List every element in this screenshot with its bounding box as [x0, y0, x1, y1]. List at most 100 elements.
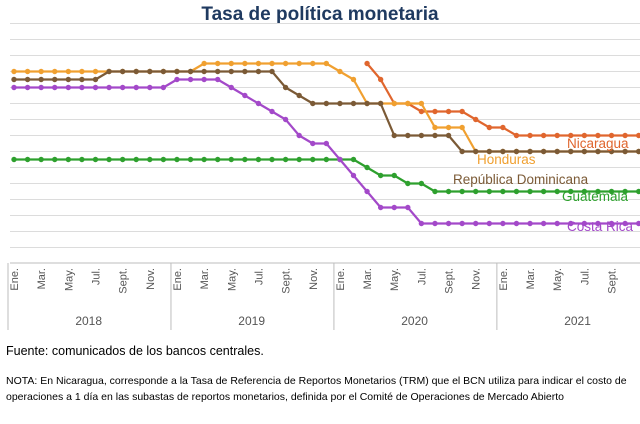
data-point-honduras	[310, 60, 316, 67]
data-point-guatemala	[38, 156, 44, 163]
series-label-guatemala: Guatemala	[562, 189, 629, 204]
data-point-nicaragua	[608, 132, 615, 139]
footnote: NOTA: En Nicaragua, corresponde a la Tas…	[6, 375, 627, 403]
data-point-costa-rica	[242, 92, 248, 99]
data-point-guatemala	[119, 156, 126, 163]
x-tick-label: May.	[226, 268, 238, 291]
data-point-costa-rica	[228, 84, 234, 91]
data-point-guatemala	[310, 156, 316, 163]
data-point-guatemala	[595, 188, 601, 195]
data-point-honduras	[24, 68, 31, 75]
data-point-nicaragua	[432, 108, 438, 115]
series-label-nicaragua: Nicaragua	[567, 136, 629, 151]
data-point-republica-dominicana	[11, 76, 17, 83]
data-point-costa-rica	[350, 172, 357, 179]
data-point-republica-dominicana	[540, 148, 547, 155]
series-label-costa-rica: Costa Rica	[567, 219, 634, 234]
x-tick-label: Jul.	[416, 268, 428, 285]
data-point-nicaragua	[540, 132, 547, 139]
data-point-republica-dominicana	[554, 148, 560, 155]
x-tick-label: Jul.	[579, 268, 591, 285]
data-point-republica-dominicana	[635, 148, 640, 155]
data-point-honduras	[79, 68, 85, 75]
data-point-honduras	[445, 124, 452, 131]
data-point-republica-dominicana	[65, 76, 72, 83]
data-point-guatemala	[24, 156, 31, 163]
data-point-honduras	[242, 60, 248, 67]
data-point-costa-rica	[568, 220, 574, 227]
x-tick-label: May.	[389, 268, 401, 291]
data-point-honduras	[459, 124, 465, 131]
data-point-guatemala	[432, 188, 438, 195]
data-point-costa-rica	[65, 84, 72, 91]
data-point-guatemala	[52, 156, 58, 163]
x-tick-label: Nov.	[145, 268, 157, 290]
data-point-honduras	[296, 60, 302, 67]
data-point-guatemala	[242, 156, 248, 163]
data-point-costa-rica	[527, 220, 533, 227]
data-point-republica-dominicana	[568, 148, 574, 155]
data-point-honduras	[282, 60, 289, 67]
data-point-guatemala	[92, 156, 99, 163]
series-label-republica-dominicana: República Dominicana	[453, 172, 589, 187]
x-tick-label: May.	[63, 268, 75, 291]
x-axis: Ene. Mar. May. Jul. Sept. Nov. Ene. Mar. May. Jul…	[7, 262, 640, 330]
data-point-honduras	[405, 100, 411, 107]
data-point-costa-rica	[581, 220, 588, 227]
data-point-republica-dominicana	[432, 132, 438, 139]
data-point-costa-rica	[215, 76, 221, 83]
data-point-costa-rica	[364, 188, 370, 195]
data-point-guatemala	[160, 156, 167, 163]
data-point-guatemala	[215, 156, 221, 163]
data-point-costa-rica	[92, 84, 99, 91]
data-point-costa-rica	[513, 220, 520, 227]
x-tick-label: Sept.	[118, 268, 130, 294]
data-point-republica-dominicana	[106, 68, 112, 75]
data-point-costa-rica	[608, 220, 615, 227]
data-point-costa-rica	[201, 76, 207, 83]
data-point-honduras	[350, 76, 357, 83]
data-point-honduras	[337, 68, 343, 75]
data-point-nicaragua	[554, 132, 560, 139]
data-point-nicaragua	[581, 132, 588, 139]
data-point-costa-rica	[486, 220, 492, 227]
x-tick-label: May.	[552, 268, 564, 291]
x-tick-label: Jul.	[90, 268, 102, 285]
data-point-nicaragua	[635, 132, 640, 139]
data-point-costa-rica	[106, 84, 112, 91]
data-point-guatemala	[350, 156, 357, 163]
series-line-honduras	[14, 62, 640, 153]
data-point-republica-dominicana	[92, 76, 99, 83]
x-tick-label: Ene.	[498, 268, 510, 291]
data-point-costa-rica	[554, 220, 560, 227]
data-point-republica-dominicana	[160, 68, 167, 75]
data-point-republica-dominicana	[147, 68, 153, 75]
data-point-nicaragua	[527, 132, 533, 139]
data-point-costa-rica	[269, 108, 275, 115]
x-tick-label: Mar.	[36, 268, 48, 289]
data-point-guatemala	[473, 188, 479, 195]
data-point-honduras	[323, 60, 330, 67]
data-point-costa-rica	[445, 220, 452, 227]
data-point-republica-dominicana	[296, 92, 302, 99]
data-point-nicaragua	[500, 124, 506, 131]
data-point-costa-rica	[622, 220, 628, 227]
data-point-republica-dominicana	[595, 148, 601, 155]
data-point-republica-dominicana	[242, 68, 248, 75]
data-point-republica-dominicana	[473, 148, 479, 155]
data-point-honduras	[11, 68, 17, 75]
data-point-costa-rica	[52, 84, 58, 91]
data-point-honduras	[92, 68, 99, 75]
data-point-republica-dominicana	[445, 132, 452, 139]
data-point-guatemala	[418, 180, 425, 187]
data-point-costa-rica	[635, 220, 640, 227]
data-point-republica-dominicana	[418, 132, 425, 139]
data-point-republica-dominicana	[187, 68, 194, 75]
data-point-guatemala	[174, 156, 180, 163]
data-point-republica-dominicana	[459, 148, 465, 155]
data-point-honduras	[38, 68, 44, 75]
data-point-honduras	[65, 68, 72, 75]
data-point-nicaragua	[486, 124, 492, 131]
data-point-republica-dominicana	[500, 148, 506, 155]
data-point-republica-dominicana	[52, 76, 58, 83]
